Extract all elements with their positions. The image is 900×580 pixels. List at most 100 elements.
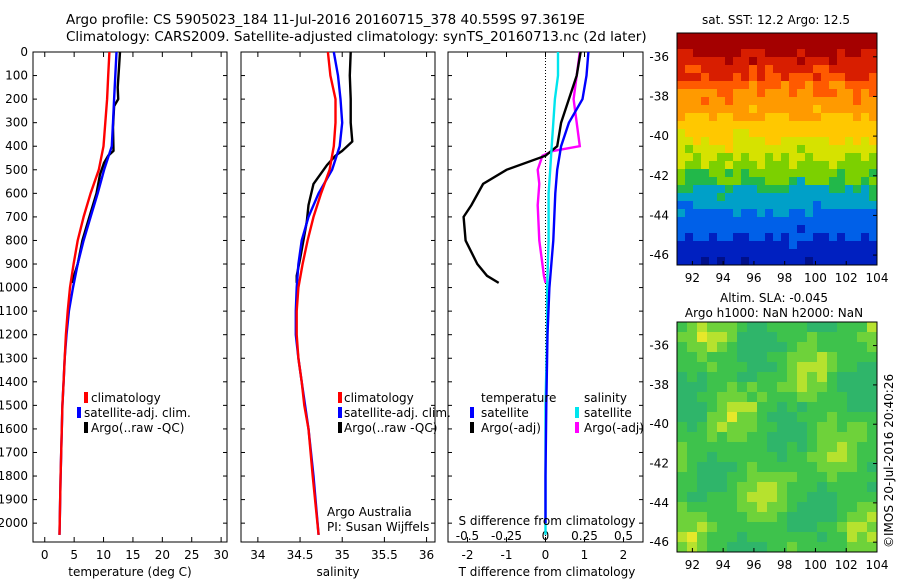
- sla-cell: [797, 362, 807, 372]
- sla-cell: [847, 372, 857, 382]
- sst-cell: [717, 209, 725, 217]
- sst-cell: [789, 257, 797, 265]
- sla-cell: [817, 392, 827, 402]
- sla-cell: [857, 482, 867, 492]
- sst-cell: [749, 105, 757, 113]
- series-salinity-satellite: [544, 52, 560, 535]
- sla-cell: [727, 432, 737, 442]
- sla-cell: [707, 382, 717, 392]
- sla-cell: [677, 542, 687, 552]
- sst-cell: [765, 225, 773, 233]
- sla-cell: [777, 542, 787, 552]
- sla-cell: [687, 382, 697, 392]
- sst-cell: [797, 73, 805, 81]
- sst-cell: [829, 41, 837, 49]
- sst-cell: [781, 97, 789, 105]
- difference-plot: -2 -1 0 1 2 -0.5 -0.25 0 0.25 0.5: [448, 51, 643, 562]
- sla-cell: [707, 542, 717, 552]
- sst-cell: [701, 185, 709, 193]
- sst-cell: [701, 145, 709, 153]
- sst-cell: [701, 121, 709, 129]
- sla-cell: [737, 322, 747, 332]
- sst-cell: [685, 153, 693, 161]
- depth-tick-label: 1300: [0, 351, 28, 365]
- sst-cell: [693, 57, 701, 65]
- sla-cell: [697, 412, 707, 422]
- temperature-plot: 0100200300400500600700800900100011001200…: [0, 45, 229, 562]
- sst-cell: [741, 105, 749, 113]
- sst-cell: [845, 97, 853, 105]
- sla-cell: [717, 492, 727, 502]
- sla-cell: [767, 492, 777, 502]
- sst-cell: [749, 89, 757, 97]
- sst-cell: [837, 81, 845, 89]
- sla-cell: [837, 452, 847, 462]
- sst-cell: [789, 65, 797, 73]
- sst-cell: [869, 105, 877, 113]
- sla-cell: [847, 512, 857, 522]
- sst-cell: [701, 225, 709, 233]
- sst-cell: [709, 121, 717, 129]
- sst-cell: [845, 185, 853, 193]
- sla-cell: [687, 532, 697, 542]
- sst-cell: [701, 105, 709, 113]
- sst-cell: [773, 185, 781, 193]
- sla-cell: [827, 492, 837, 502]
- sla-cell: [747, 392, 757, 402]
- sla-cell: [837, 462, 847, 472]
- sla-cell: [687, 352, 697, 362]
- sla-cell: [767, 512, 777, 522]
- sst-cell: [853, 65, 861, 73]
- sst-cell: [821, 233, 829, 241]
- sst-cell: [693, 185, 701, 193]
- sla-cell: [677, 412, 687, 422]
- sst-cell: [685, 169, 693, 177]
- sla-cell: [737, 432, 747, 442]
- sla-cell: [707, 492, 717, 502]
- sla-cell: [827, 482, 837, 492]
- sst-cell: [733, 249, 741, 257]
- sst-cell: [709, 49, 717, 57]
- sst-cell: [837, 185, 845, 193]
- sla-cell: [827, 392, 837, 402]
- sst-cell: [813, 257, 821, 265]
- sst-cell: [717, 241, 725, 249]
- sla-cell: [707, 432, 717, 442]
- sst-cell: [781, 249, 789, 257]
- sla-cell: [857, 372, 867, 382]
- sst-cell: [693, 81, 701, 89]
- sst-cell: [861, 137, 869, 145]
- sst-cell: [821, 193, 829, 201]
- sla-cell: [817, 512, 827, 522]
- sst-cell: [749, 257, 757, 265]
- sst-cell: [701, 49, 709, 57]
- sla-cell: [727, 522, 737, 532]
- sla-cell: [797, 392, 807, 402]
- sla-cell: [697, 372, 707, 382]
- sst-cell: [813, 209, 821, 217]
- sst-cell: [741, 137, 749, 145]
- sst-cell: [677, 249, 685, 257]
- sst-cell: [725, 57, 733, 65]
- sst-cell: [749, 113, 757, 121]
- sst-cell: [685, 201, 693, 209]
- sla-cell: [717, 332, 727, 342]
- sla-cell: [807, 522, 817, 532]
- sst-cell: [781, 65, 789, 73]
- sla-cell: [867, 402, 877, 412]
- sst-cell: [685, 185, 693, 193]
- sst-cell: [717, 233, 725, 241]
- sst-cell: [757, 65, 765, 73]
- sla-cell: [857, 362, 867, 372]
- sst-cell: [765, 121, 773, 129]
- sst-cell: [709, 257, 717, 265]
- sla-cell: [787, 342, 797, 352]
- sst-cell: [749, 249, 757, 257]
- sst-cell: [733, 209, 741, 217]
- sst-cell: [813, 113, 821, 121]
- sst-cell: [685, 233, 693, 241]
- sla-cell: [857, 542, 867, 552]
- sst-cell: [749, 217, 757, 225]
- sst-cell: [757, 241, 765, 249]
- sst-cell: [677, 65, 685, 73]
